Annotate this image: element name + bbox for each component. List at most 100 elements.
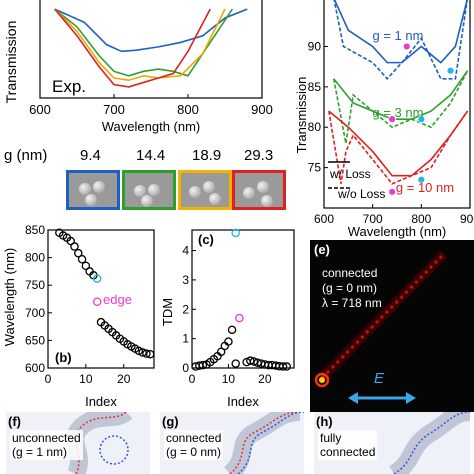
- panel-b-ticks: 600 650 700 750 800 850 0 10 20: [25, 223, 131, 386]
- panel-c-y-tick-label: 4: [182, 244, 189, 258]
- panel-a-x-tick-label: 800: [177, 102, 199, 117]
- panel-e-letter: (e): [314, 242, 330, 257]
- panel-a-x-tick-label: 700: [103, 102, 125, 117]
- panel-d-x-tick-label: 800: [411, 212, 431, 226]
- panel-h-letter: (h): [316, 414, 333, 429]
- panel-c-black-point: [227, 325, 237, 335]
- panel-h-line-2: connected: [320, 445, 376, 459]
- gap-thumbnail-1: [66, 170, 120, 210]
- nanoparticle: [141, 195, 153, 207]
- panel-d-x-tick-label: 900: [460, 212, 474, 226]
- panel-h-field-image: [388, 412, 470, 474]
- panel-d-label-g3: g = 3 nm: [373, 105, 424, 120]
- panel-e-line-2: (g = 0 nm): [322, 281, 378, 295]
- panel-c-black-point: [224, 337, 233, 346]
- panel-d-label-g10: g = 10 nm: [396, 180, 454, 195]
- panel-a-xlabel: Wavelength (nm): [102, 119, 201, 134]
- panel-b-black-point: [70, 242, 79, 251]
- panel-d-ticks: 75 80 85 90 600 700 800 900: [308, 39, 474, 226]
- panel-b-magenta-point: [92, 297, 102, 307]
- panel-c-magenta-point: [235, 313, 244, 323]
- panel-d-frame: [323, 0, 471, 209]
- panel-g-field-image: [223, 412, 304, 474]
- gap-value-4: 29.3: [244, 147, 274, 164]
- panel-c-letter: (c): [198, 232, 214, 247]
- panel-g-letter: (g): [162, 414, 179, 429]
- nanoparticle: [148, 184, 160, 196]
- panel-a-series-3: [54, 8, 226, 82]
- panel-d-series-3: [333, 70, 469, 120]
- panel-b-frame: [47, 229, 155, 369]
- panel-d-marker: [446, 66, 455, 75]
- panel-a-series-1: [54, 8, 248, 53]
- panel-g-text: connected (g = 0 nm): [164, 430, 224, 460]
- panel-g: (g) connected (g = 0 nm): [160, 412, 304, 474]
- legend-with-loss-label: w/ Loss: [329, 167, 371, 181]
- panel-b-black-point: [142, 349, 151, 358]
- panel-d-series-4: [332, 70, 469, 144]
- panel-a-series-group: [54, 8, 248, 88]
- panel-b-x-tick-label: 0: [45, 372, 52, 386]
- panel-g-line-1: connected: [166, 431, 222, 445]
- panel-f-letter: (f): [8, 414, 21, 429]
- nanoparticle: [79, 183, 91, 195]
- panel-c-x-tick-label: 10: [222, 372, 236, 386]
- panel-a-x-tick-label: 900: [251, 102, 273, 117]
- panel-a-ylabel: Transmission: [3, 21, 19, 104]
- panel-d-series-6: [328, 110, 469, 185]
- panel-c-y-tick-label: 1: [182, 332, 189, 346]
- panel-h-line-1: fully: [320, 431, 342, 445]
- panel-c-ylabel: TDM: [162, 298, 175, 326]
- nanoparticle: [85, 194, 97, 206]
- panel-c-black-point: [198, 360, 208, 370]
- panel-c-cyan-point: [231, 228, 240, 238]
- panel-f: (f) unconnected (g = 1 nm): [6, 412, 150, 474]
- panel-a-series-2: [54, 8, 234, 77]
- panel-b-x-tick-label: 10: [79, 372, 93, 386]
- panel-f-text: unconnected (g = 1 nm): [10, 430, 83, 460]
- panel-b-y-tick-label: 750: [25, 278, 45, 292]
- panel-d-y-tick-label: 75: [308, 161, 322, 175]
- nanoparticle: [134, 185, 146, 197]
- panel-d-chart: Transmission 75 80 85 90 600 700 800 900 g = 1 …: [294, 0, 474, 239]
- gap-thumbnail-2: [122, 170, 176, 210]
- panel-c-ticks: 0 1 2 3 4 0 10 20: [182, 244, 272, 386]
- panel-d-ylabel: Transmission: [294, 77, 309, 154]
- panel-a-x-ticks: 600 700 800 900: [29, 94, 273, 117]
- panel-e-line-1: connected: [322, 266, 378, 280]
- panel-c-points: [191, 228, 291, 371]
- panel-b-y-tick-label: 800: [25, 251, 45, 265]
- nanoparticle: [209, 193, 221, 205]
- nanoparticle: [243, 187, 255, 199]
- panel-c-y-tick-label: 3: [182, 273, 189, 287]
- gap-label-text: g (nm): [4, 147, 48, 164]
- panel-b-x-tick-label: 20: [117, 372, 131, 386]
- panel-h: (h) fully connected: [314, 412, 470, 474]
- panel-d-y-tick-label: 85: [308, 80, 322, 94]
- nanoparticle-chain-field: [314, 250, 448, 404]
- panel-d-label-g1: g = 1 nm: [373, 28, 424, 43]
- panel-b-y-tick-label: 600: [25, 361, 45, 375]
- panel-d-y-tick-label: 80: [308, 120, 322, 134]
- panel-d-xlabel: Wavelength (nm): [348, 224, 447, 239]
- nanoparticle: [261, 195, 273, 207]
- panel-b-black-point: [145, 349, 155, 359]
- panel-d-marker: [417, 175, 426, 184]
- panel-c-black-point: [216, 347, 226, 357]
- gap-thumbnail-4: [232, 170, 286, 210]
- panel-c-frame: [191, 229, 295, 369]
- gap-thumbnail-3: [178, 170, 232, 210]
- panel-c-y-tick-label: 0: [182, 361, 189, 375]
- panel-b-y-tick-label: 650: [25, 333, 45, 347]
- panel-f-line-1: unconnected: [12, 431, 81, 445]
- panel-e-text: connected (g = 0 nm) λ = 718 nm: [322, 266, 382, 311]
- panel-a-frame: [39, 0, 263, 99]
- nanoparticle: [257, 181, 269, 193]
- panel-b-edge-label: edge: [103, 292, 132, 307]
- panel-c-x-tick-label: 20: [258, 372, 272, 386]
- panel-c-x-tick-label: 0: [189, 372, 196, 386]
- panel-c-black-point: [231, 359, 240, 368]
- panel-b-black-point: [77, 255, 87, 264]
- panel-c-xlabel: Index: [227, 394, 259, 409]
